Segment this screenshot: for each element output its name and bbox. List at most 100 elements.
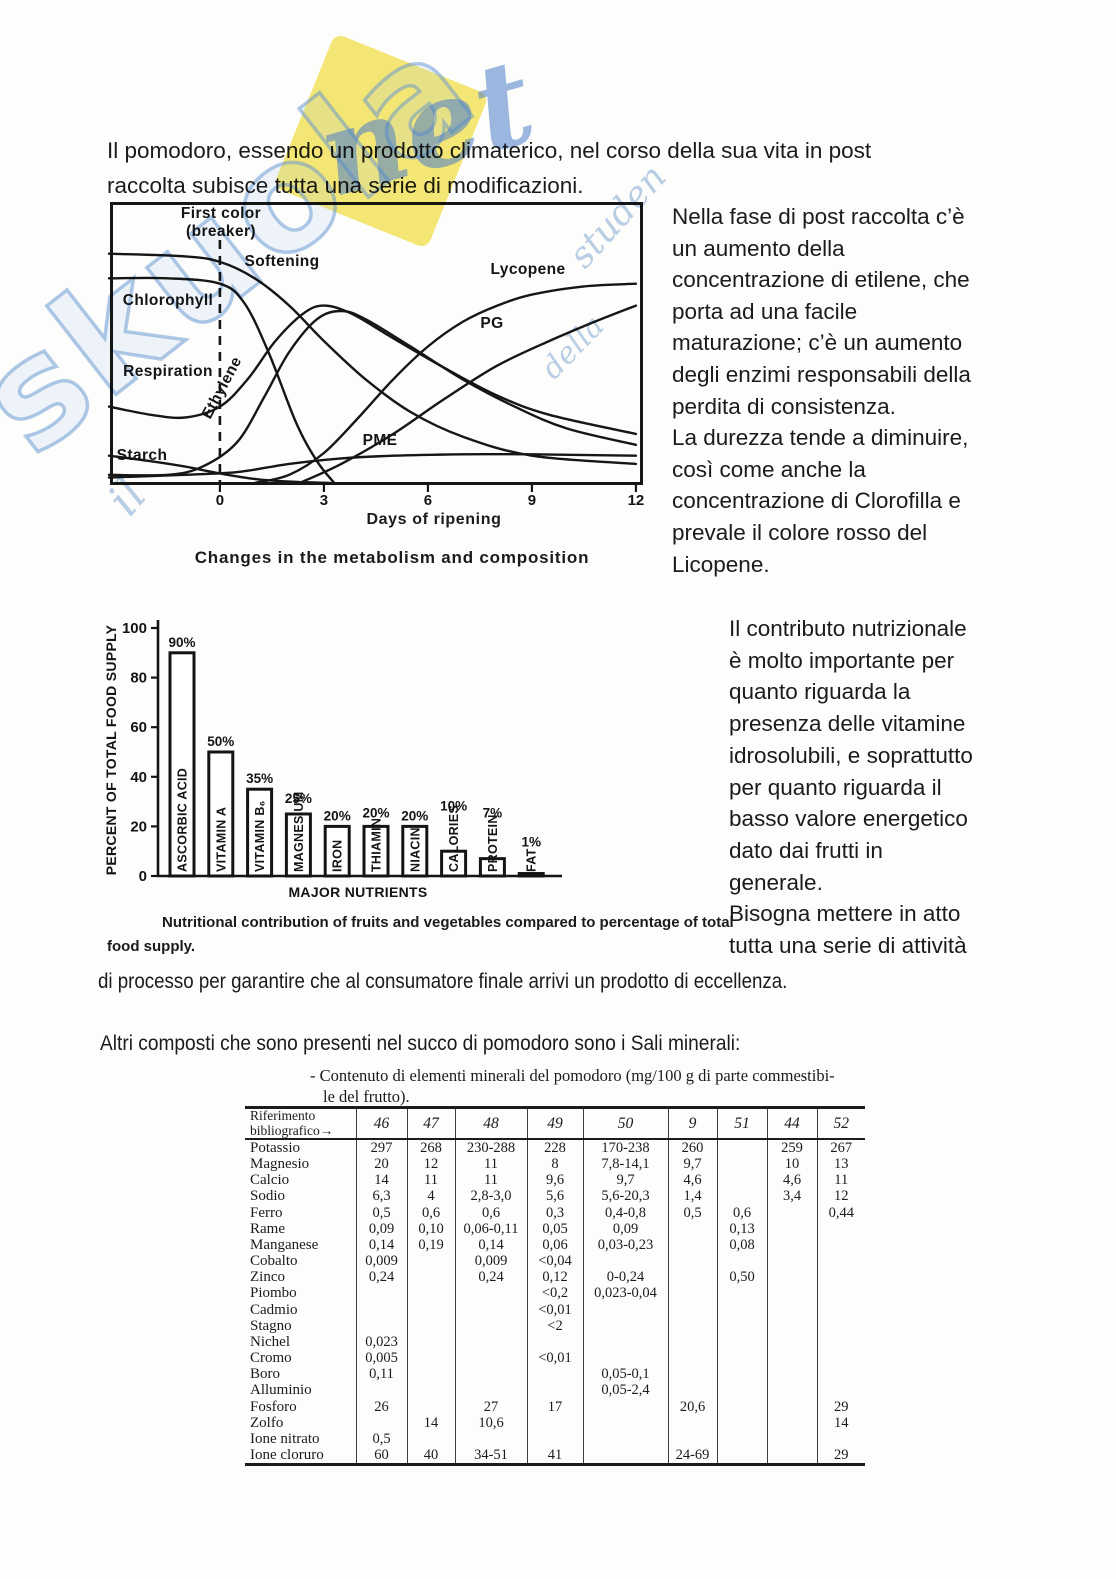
table-title-line1: - Contenuto di elementi minerali del pom… xyxy=(310,1066,835,1085)
text-line: così come anche la xyxy=(672,456,866,482)
mineral-name: Ione nitrato xyxy=(250,1430,320,1447)
table-cell xyxy=(716,1285,767,1302)
table-cell xyxy=(716,1301,767,1318)
table-cell xyxy=(766,1350,817,1367)
mineral-name: Piombo xyxy=(250,1285,297,1302)
table-cell xyxy=(355,1382,407,1399)
table-cell: 9,7 xyxy=(667,1156,717,1173)
text-line: basso valore energetico xyxy=(729,806,968,832)
y-tick-label: 60 xyxy=(130,719,147,736)
bar-value-label: 20% xyxy=(324,808,351,823)
table-cell xyxy=(667,1301,717,1318)
intro-paragraph: Il pomodoro, essendo un prodotto climate… xyxy=(107,133,967,203)
table-cell xyxy=(454,1366,527,1383)
table-cell xyxy=(406,1382,455,1399)
table-cell xyxy=(454,1430,527,1447)
table-cell: 0,005 xyxy=(355,1350,407,1367)
bar-value-label: 25% xyxy=(285,791,312,806)
table-cell xyxy=(406,1398,455,1415)
curve-label-lycopene: Lycopene xyxy=(491,261,566,278)
table-cell: 0,5 xyxy=(355,1204,407,1221)
y-axis-title: PERCENT OF TOTAL FOOD SUPPLY xyxy=(103,624,119,875)
table-cell xyxy=(454,1350,527,1367)
table-row: Cadmio <0,01 xyxy=(245,1301,865,1318)
bar-value-label: 90% xyxy=(168,635,195,650)
table-cell: 0,24 xyxy=(454,1269,527,1286)
table-cell xyxy=(816,1366,865,1383)
table-cell: 13 xyxy=(816,1156,865,1173)
table-cell: 0,009 xyxy=(454,1253,527,1270)
bar-value-label: 7% xyxy=(483,806,503,821)
mineral-name: Potassio xyxy=(250,1140,301,1156)
mineral-name: Rame xyxy=(250,1220,285,1237)
table-cell xyxy=(582,1333,668,1351)
table-cell: 0-0,24 xyxy=(582,1269,668,1286)
table-cell xyxy=(526,1382,583,1399)
table-cell xyxy=(667,1430,717,1447)
bar-fat xyxy=(517,872,545,878)
table-cell xyxy=(667,1333,717,1351)
table-cell: 0,03-0,23 xyxy=(582,1236,668,1254)
table-cell: 26 xyxy=(355,1398,407,1415)
curve-chlorophyll xyxy=(107,276,336,485)
mineral-name: Cadmio xyxy=(250,1301,298,1318)
table-cell xyxy=(582,1430,668,1447)
table-cell xyxy=(454,1382,527,1399)
table-cell: 0,6 xyxy=(716,1204,767,1221)
table-cell xyxy=(766,1301,817,1318)
curve-label-chlorophyll: Chlorophyll xyxy=(123,292,214,309)
table-cell: 2,8-3,0 xyxy=(454,1188,527,1205)
table-cell xyxy=(816,1317,865,1334)
table-cell xyxy=(454,1285,527,1302)
table-cell: 0,05-0,1 xyxy=(582,1366,668,1383)
table-cell: <0,01 xyxy=(526,1350,583,1367)
table-row: Boro 0,11 0,05-0,1 xyxy=(245,1366,865,1383)
table-cell xyxy=(766,1430,817,1447)
table-cell: 14 xyxy=(406,1414,455,1431)
table-cell: <0,01 xyxy=(526,1301,583,1318)
bar-vitamin-a xyxy=(207,750,235,878)
table-cell xyxy=(667,1269,717,1286)
table-cell xyxy=(526,1366,583,1383)
table-cell: 0,06 xyxy=(526,1236,583,1254)
reference-column-header: 9 xyxy=(667,1107,717,1140)
y-tick-label: 80 xyxy=(130,670,147,687)
table-cell xyxy=(582,1446,668,1465)
table-cell xyxy=(766,1285,817,1302)
table-cell: 10,6 xyxy=(454,1414,527,1431)
table-cell xyxy=(355,1301,407,1318)
table-cell: 0,14 xyxy=(355,1236,407,1254)
table-cell: 9,6 xyxy=(526,1172,583,1189)
x-tick-label: 12 xyxy=(628,492,645,509)
text-line: raccolta subisce tutta una serie di modi… xyxy=(107,173,584,198)
table-cell xyxy=(406,1269,455,1286)
table-cell xyxy=(582,1317,668,1334)
text-line: concentrazione di Clorofilla e xyxy=(672,488,961,514)
corner-header-line: Riferimento xyxy=(250,1108,316,1123)
table-row: Zolfo 14 10,6 14 xyxy=(245,1414,865,1431)
table-cell xyxy=(526,1430,583,1447)
curve-starch xyxy=(107,454,332,485)
side-paragraph-postharvest: Nella fase di post raccolta c’è un aument… xyxy=(672,201,1022,580)
y-tick-label: 40 xyxy=(130,769,147,786)
table-cell xyxy=(582,1414,668,1431)
curve-pg xyxy=(298,304,638,485)
mineral-name: Fosforo xyxy=(250,1398,297,1415)
table-row: Fosforo 26 27 17 20,6 29 xyxy=(245,1398,865,1415)
table-cell xyxy=(454,1333,527,1351)
table-cell: 0,09 xyxy=(355,1220,407,1237)
table-cell xyxy=(667,1236,717,1254)
y-tick-label: 20 xyxy=(130,818,147,835)
table-cell xyxy=(667,1382,717,1399)
table-cell xyxy=(667,1414,717,1431)
table-title-line2: le del frutto). xyxy=(323,1087,410,1106)
table-cell: 12 xyxy=(406,1156,455,1173)
bar-category-label: ASCORBIC ACID xyxy=(176,768,190,872)
table-cell xyxy=(406,1285,455,1302)
table-row: Cobalto 0,009 0,009 <0,04 xyxy=(245,1253,865,1270)
table-cell: 0,14 xyxy=(454,1236,527,1254)
x-tick-label: 6 xyxy=(424,492,432,509)
table-cell xyxy=(582,1301,668,1318)
table-row: Calcio 14 11 11 9,6 9,7 4,6 4,6 11 xyxy=(245,1172,865,1189)
table-cell xyxy=(716,1446,767,1465)
